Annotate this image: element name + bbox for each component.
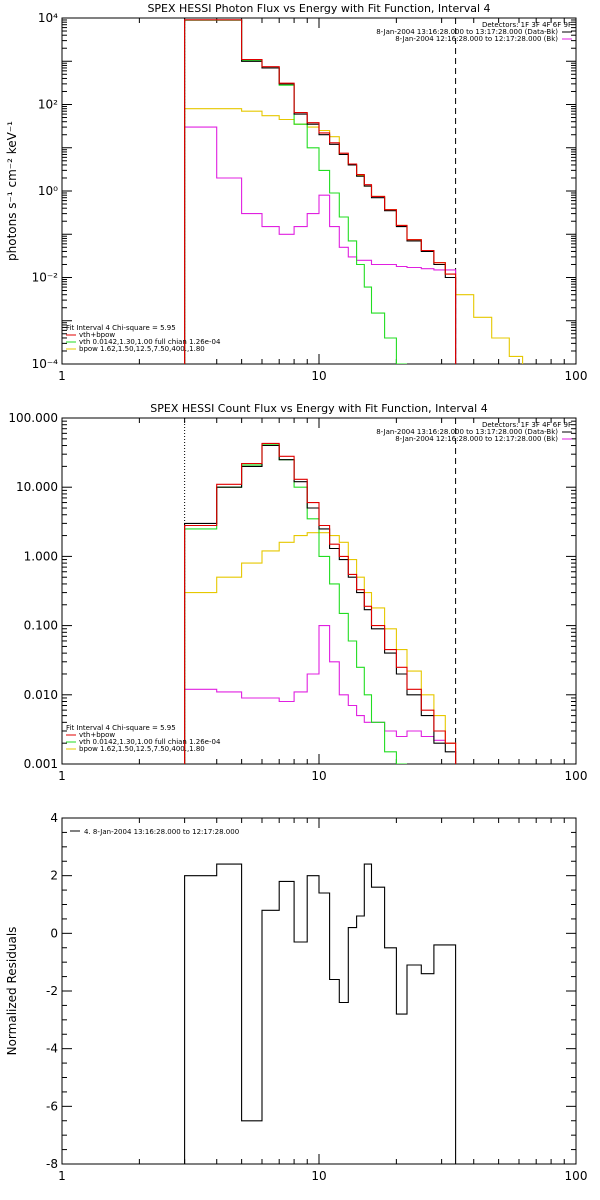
y-tick-label: 4 <box>50 811 58 825</box>
series-data-bk <box>184 444 457 764</box>
y-tick-label: 100.000 <box>8 411 58 425</box>
x-tick-label: 10 <box>311 369 326 383</box>
legend-bottom-item: bpow 1.62,1.50,12.5,7.50,400.,1.80 <box>79 345 205 353</box>
y-axis-label: Normalized Residuals <box>5 927 19 1056</box>
x-tick-label: 100 <box>565 769 588 783</box>
series-residuals <box>184 863 457 1164</box>
series-data-bk <box>184 19 457 364</box>
legend-top-item: 8-Jan-2004 12:16:28.000 to 12:17:28.000 … <box>395 435 558 443</box>
series-bpow <box>184 108 524 364</box>
series-bk <box>184 625 457 764</box>
legend-bottom-item: Fit Interval 4 Chi-square = 5.95 <box>66 324 176 332</box>
x-tick-label: 100 <box>565 369 588 383</box>
y-tick-label: 10² <box>38 98 58 112</box>
y-tick-label: 10⁰ <box>38 184 58 198</box>
panel-3: 1 10 100 4 2 0 -2 -4 -6 -8 Normalized Residuals 4. … <box>5 811 587 1183</box>
y-tick-label: -6 <box>46 1099 58 1113</box>
legend-bottom-item: vth 0.0142,1.30,1.00 full chian 1.26e-04 <box>79 738 221 746</box>
legend-top-item: 8-Jan-2004 13:16:28.000 to 13:17:28.000 … <box>376 28 558 36</box>
legend-top-item: 4. 8-Jan-2004 13:16:28.000 to 12:17:28.0… <box>84 828 239 836</box>
plot-frame <box>61 17 577 365</box>
chart-title: SPEX HESSI Photon Flux vs Energy with Fi… <box>147 2 490 15</box>
x-tick-label: 100 <box>565 1169 588 1183</box>
y-axis-label: photons s⁻¹ cm⁻² keV⁻¹ <box>5 121 19 261</box>
panel-2: SPEX HESSI Count Flux vs Energy with Fit… <box>8 402 587 783</box>
plot-frame <box>61 417 577 765</box>
legend-bottom-item: bpow 1.62,1.50,12.5,7.50,400.,1.80 <box>79 745 205 753</box>
y-tick-label: -4 <box>46 1042 58 1056</box>
y-tick-label: -2 <box>46 984 58 998</box>
y-tick-label: 10.000 <box>16 480 58 494</box>
series-vth <box>184 444 407 764</box>
x-tick-label: 10 <box>311 769 326 783</box>
y-tick-label: 0 <box>50 926 58 940</box>
legend-bottom-item: vth+bpow <box>79 731 115 739</box>
x-tick-label: 1 <box>58 769 66 783</box>
y-tick-label: 10⁻² <box>32 271 59 285</box>
series-vth <box>184 19 407 364</box>
y-tick-label: 0.100 <box>24 619 58 633</box>
x-tick-label: 1 <box>58 369 66 383</box>
legend-top-item: 8-Jan-2004 12:16:28.000 to 12:17:28.000 … <box>395 35 558 43</box>
chart-title: SPEX HESSI Count Flux vs Energy with Fit… <box>150 402 487 415</box>
panel-1: SPEX HESSI Photon Flux vs Energy with Fi… <box>5 2 587 383</box>
y-tick-label: 0.001 <box>24 757 58 771</box>
series-bk <box>184 126 457 364</box>
legend-bottom-item: vth 0.0142,1.30,1.00 full chian 1.26e-04 <box>79 338 221 346</box>
series-vth-bpow <box>184 442 457 764</box>
x-tick-label: 1 <box>58 1169 66 1183</box>
plot-frame <box>61 817 577 1165</box>
y-tick-label: -8 <box>46 1157 58 1171</box>
x-tick-label: 10 <box>311 1169 326 1183</box>
series-vth-bpow <box>184 19 457 364</box>
legend-top-item: Detectors: 1F 3F 4F 6F 9F <box>482 21 572 29</box>
legend-bottom-item: vth+bpow <box>79 331 115 339</box>
y-tick-label: 10⁻⁴ <box>32 357 59 371</box>
legend-top-item: Detectors: 1F 3F 4F 6F 9F <box>482 421 572 429</box>
y-tick-label: 2 <box>50 869 58 883</box>
y-tick-label: 10⁴ <box>38 11 58 25</box>
series-bpow <box>184 532 457 764</box>
y-tick-label: 1.000 <box>24 549 58 563</box>
legend-bottom-item: Fit Interval 4 Chi-square = 5.95 <box>66 724 176 732</box>
legend-top-item: 8-Jan-2004 13:16:28.000 to 13:17:28.000 … <box>376 428 558 436</box>
y-tick-label: 0.010 <box>24 688 58 702</box>
